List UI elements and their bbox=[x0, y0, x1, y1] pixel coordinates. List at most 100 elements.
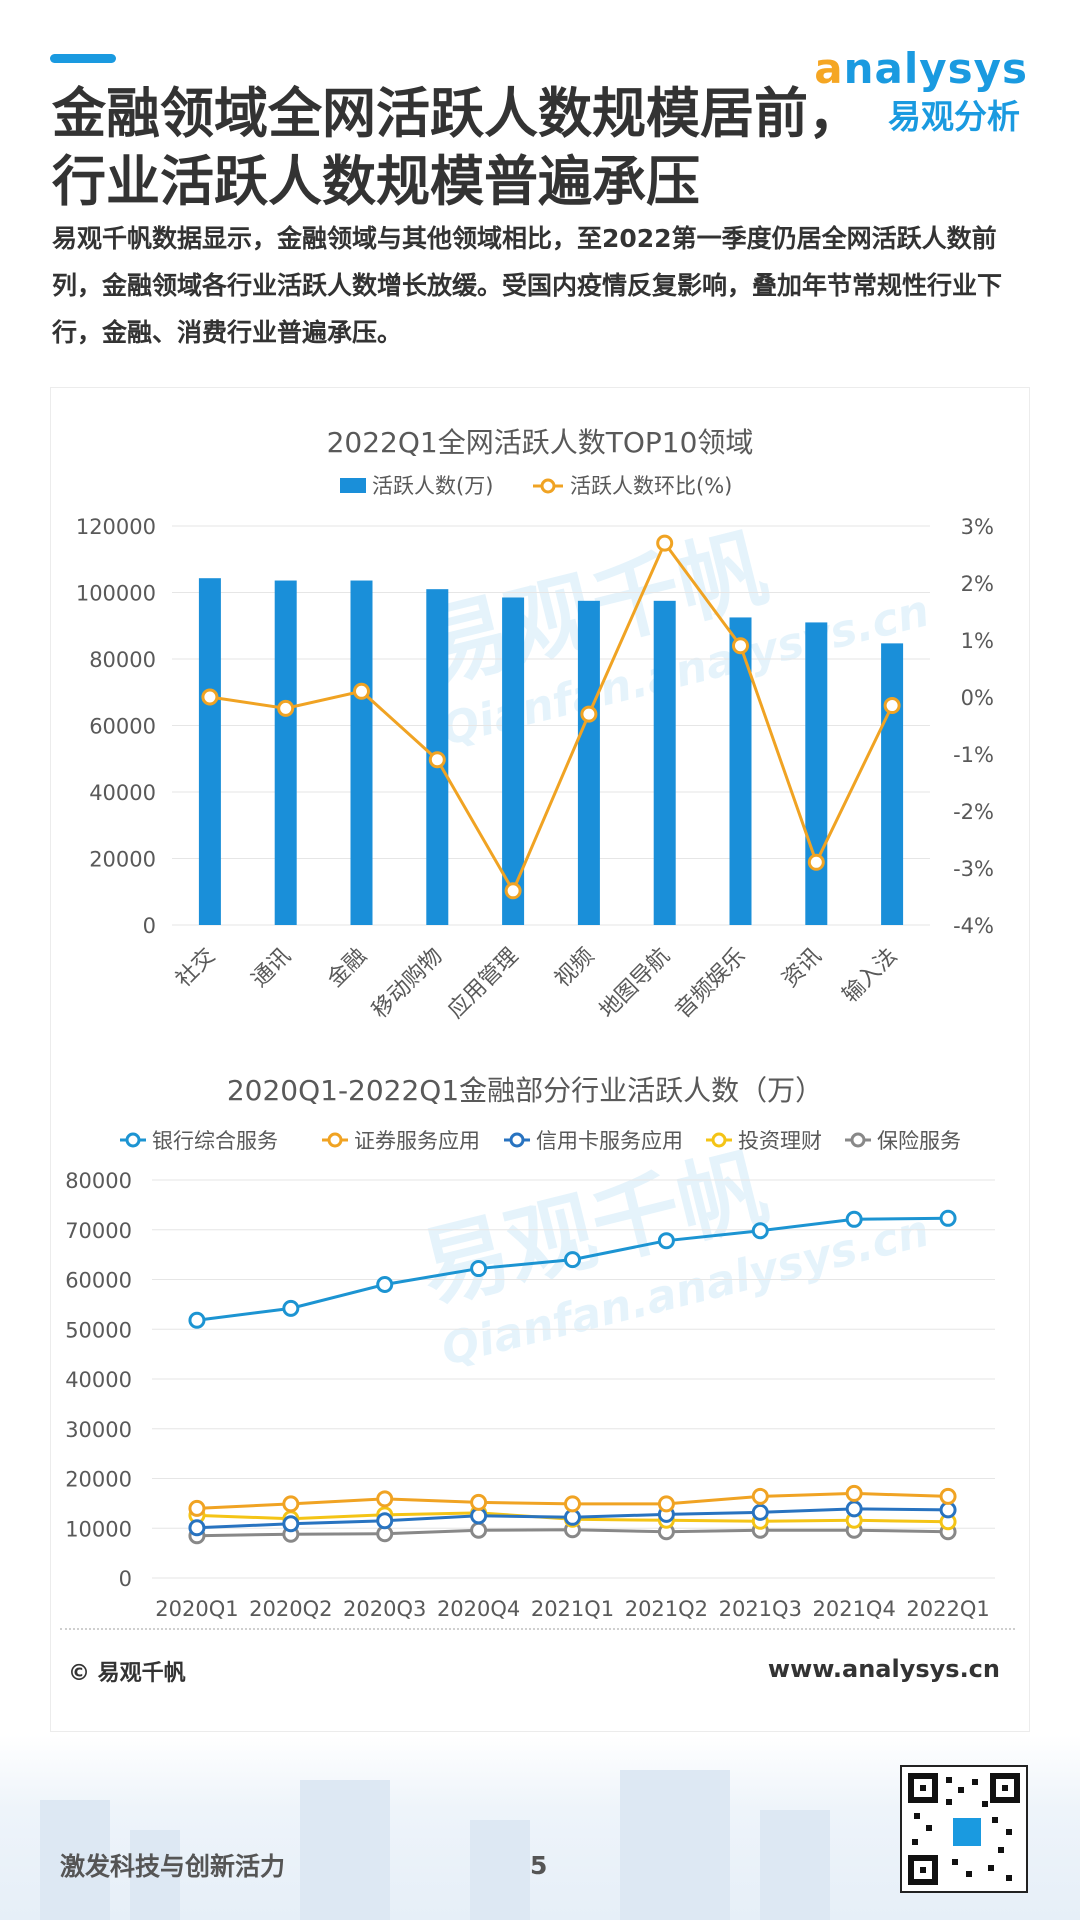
chart2-series-point bbox=[751, 1503, 769, 1521]
chart2-xtick: 2022Q1 bbox=[906, 1597, 989, 1620]
logo-cn-name: 易观分析 bbox=[888, 97, 1020, 136]
chart2-xtick: 2020Q2 bbox=[249, 1597, 332, 1620]
page-title-line-1: 金融领域全网活跃人数规模居前， bbox=[52, 82, 862, 145]
chart2-legend-marker bbox=[509, 1132, 525, 1148]
chart1-bar bbox=[502, 597, 525, 925]
chart2-series-point bbox=[470, 1260, 488, 1278]
chart1-ytick-right: 0% bbox=[961, 686, 994, 710]
chart2-series-point bbox=[470, 1521, 488, 1539]
chart2-legend-marker bbox=[850, 1132, 866, 1148]
chart1-category-label: 视频 bbox=[550, 944, 599, 993]
chart1-ytick-left: 80000 bbox=[89, 648, 156, 672]
chart1-ytick-right: -1% bbox=[953, 743, 994, 767]
chart1-line-point bbox=[428, 751, 446, 769]
chart2-series-point bbox=[376, 1512, 394, 1530]
copyright: © 易观千帆 bbox=[68, 1661, 186, 1686]
page-title-line-2: 行业活跃人数规模普遍承压 bbox=[52, 150, 700, 213]
chart2-ytick: 60000 bbox=[65, 1269, 132, 1293]
chart1-bar bbox=[198, 578, 221, 925]
chart1-bar bbox=[350, 580, 373, 925]
chart2-legend-label: 证券服务应用 bbox=[354, 1129, 480, 1153]
chart1-line-point bbox=[201, 688, 219, 706]
intro-paragraph: 易观千帆数据显示，金融领域与其他领域相比，至2022第一季度仍居全网活跃人数前列… bbox=[52, 224, 1003, 347]
chart2-series-point bbox=[376, 1275, 394, 1293]
footer-divider bbox=[60, 1628, 1015, 1630]
site-url[interactable]: www.analysys.cn bbox=[767, 1655, 1000, 1683]
page-title: 金融领域全网活跃人数规模居前， 行业活跃人数规模普遍承压 bbox=[52, 80, 862, 216]
chart2-series-point bbox=[845, 1484, 863, 1502]
chart2-xtick: 2020Q4 bbox=[437, 1597, 520, 1620]
chart2-xtick: 2020Q3 bbox=[343, 1597, 426, 1620]
chart1-legend-line-label: 活跃人数环比(%) bbox=[570, 474, 732, 498]
chart1-ytick-left: 60000 bbox=[89, 715, 156, 739]
chart2-series-point bbox=[376, 1490, 394, 1508]
chart1-category-label: 地图导航 bbox=[595, 944, 675, 1024]
chart2-xtick: 2021Q2 bbox=[625, 1597, 708, 1620]
chart2-series-point bbox=[939, 1209, 957, 1227]
chart1-ytick-left: 20000 bbox=[89, 848, 156, 872]
chart2-legend-marker bbox=[327, 1132, 343, 1148]
chart1-title: 2022Q1全网活跃人数TOP10领域 bbox=[327, 426, 754, 459]
chart1-ytick-left: 0 bbox=[143, 914, 156, 938]
chart1-category-label: 移动购物 bbox=[368, 944, 448, 1024]
chart2-series-point bbox=[564, 1251, 581, 1269]
chart2-series-point bbox=[939, 1487, 957, 1505]
chart2-series-line bbox=[196, 1216, 949, 1322]
qr-code[interactable] bbox=[900, 1765, 1028, 1893]
chart2-ytick: 10000 bbox=[65, 1517, 132, 1541]
chart2-xtick: 2021Q4 bbox=[812, 1597, 895, 1620]
chart1-bar bbox=[881, 643, 904, 925]
qr-logo-icon bbox=[950, 1815, 984, 1849]
chart2-series-point bbox=[564, 1495, 581, 1513]
chart2-series-point bbox=[564, 1508, 581, 1526]
chart1-ytick-right: -3% bbox=[953, 857, 994, 881]
chart1-ytick-right: -2% bbox=[953, 800, 994, 824]
chart1-bar bbox=[653, 600, 676, 925]
chart1-ytick-left: 40000 bbox=[89, 781, 156, 805]
title-accent-bar bbox=[50, 54, 116, 63]
chart2-series-point bbox=[470, 1493, 488, 1511]
chart1-category-label: 金融 bbox=[323, 944, 372, 993]
chart2-legend-marker bbox=[125, 1132, 141, 1148]
chart2-legend-marker bbox=[711, 1132, 727, 1148]
chart2-ytick: 40000 bbox=[65, 1368, 132, 1392]
chart1-category-label: 应用管理 bbox=[443, 944, 523, 1024]
chart1-ytick-left: 120000 bbox=[76, 515, 156, 539]
chart1-line-point bbox=[732, 637, 749, 655]
chart2-xtick: 2021Q1 bbox=[531, 1597, 614, 1620]
logo-wordmark: analysys bbox=[814, 44, 1028, 93]
chart1-ytick-left: 100000 bbox=[76, 582, 156, 606]
slogan: 激发科技与创新活力 bbox=[60, 1852, 286, 1881]
analysys-logo: analysys 易观分析 bbox=[814, 48, 1028, 143]
chart1-line-point bbox=[883, 697, 901, 715]
chart2-series-point bbox=[188, 1499, 206, 1517]
chart2-ytick: 0 bbox=[119, 1567, 132, 1591]
chart1-line-point bbox=[656, 534, 674, 552]
chart1-ytick-right: 1% bbox=[961, 629, 994, 653]
chart2-series-point bbox=[657, 1232, 675, 1250]
chart1-line-point bbox=[277, 699, 295, 717]
chart1-legend-line-marker bbox=[540, 478, 556, 494]
chart1-category-label: 音频娱乐 bbox=[671, 944, 751, 1024]
chart2-series-point bbox=[188, 1519, 206, 1537]
chart2-legend-label: 银行综合服务 bbox=[152, 1129, 278, 1153]
chart1-bar bbox=[577, 600, 600, 925]
chart2-title: 2020Q1-2022Q1金融部分行业活跃人数（万） bbox=[227, 1074, 823, 1107]
chart2-ytick: 30000 bbox=[65, 1418, 132, 1442]
chart2-ytick: 70000 bbox=[65, 1219, 132, 1243]
chart1-legend-bar-swatch bbox=[340, 478, 366, 493]
page-number: 5 bbox=[530, 1851, 548, 1880]
chart2-ytick: 20000 bbox=[65, 1468, 132, 1492]
chart1-line-point bbox=[807, 853, 825, 871]
chart2-series-point bbox=[751, 1222, 769, 1240]
chart1-line-point bbox=[353, 682, 370, 700]
chart1-bar bbox=[729, 617, 752, 925]
chart2-legend-label: 投资理财 bbox=[738, 1129, 822, 1153]
chart2-ytick: 80000 bbox=[65, 1169, 132, 1193]
chart2-legend-label: 保险服务 bbox=[877, 1129, 961, 1153]
chart2-series-point bbox=[282, 1299, 300, 1317]
chart2-legend-label: 信用卡服务应用 bbox=[536, 1129, 683, 1153]
chart2-xtick: 2021Q3 bbox=[719, 1597, 802, 1620]
chart2-xtick: 2020Q1 bbox=[155, 1597, 238, 1620]
